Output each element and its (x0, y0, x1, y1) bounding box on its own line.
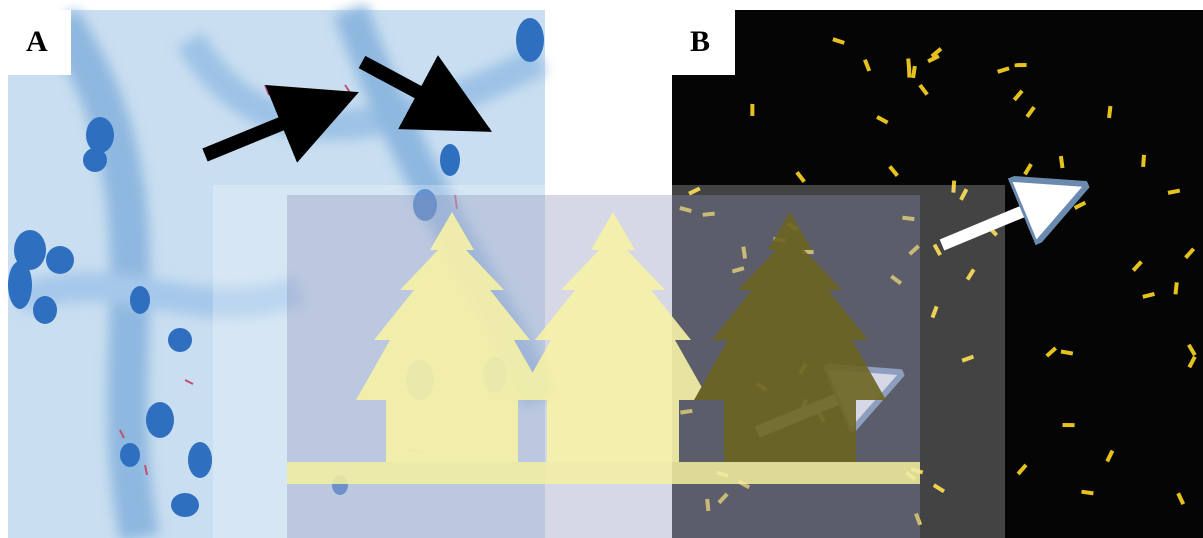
bacterium (750, 104, 754, 116)
watermark (213, 185, 1005, 538)
bacterium (1063, 423, 1075, 427)
panel-label: B (690, 25, 710, 58)
figure: A B (0, 0, 1203, 538)
bacterium (1015, 63, 1027, 67)
panel-label: A (26, 25, 48, 58)
